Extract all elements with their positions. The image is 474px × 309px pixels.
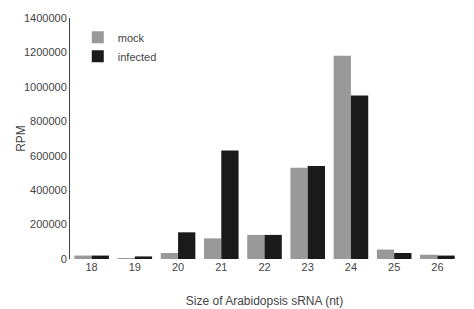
svg-text:1000000: 1000000 bbox=[24, 81, 67, 93]
svg-text:20: 20 bbox=[172, 261, 184, 273]
svg-text:18: 18 bbox=[85, 261, 97, 273]
svg-text:mock: mock bbox=[118, 32, 145, 44]
svg-text:23: 23 bbox=[302, 261, 314, 273]
svg-text:24: 24 bbox=[345, 261, 357, 273]
svg-text:infected: infected bbox=[118, 51, 157, 63]
svg-text:200000: 200000 bbox=[30, 218, 67, 230]
svg-text:RPM: RPM bbox=[14, 125, 28, 152]
svg-text:22: 22 bbox=[258, 261, 270, 273]
svg-text:800000: 800000 bbox=[30, 115, 67, 127]
svg-text:0: 0 bbox=[61, 253, 67, 265]
svg-text:25: 25 bbox=[388, 261, 400, 273]
svg-text:21: 21 bbox=[215, 261, 227, 273]
svg-text:26: 26 bbox=[431, 261, 443, 273]
svg-text:Size of Arabidopsis sRNA (nt): Size of Arabidopsis sRNA (nt) bbox=[186, 294, 343, 308]
svg-text:1200000: 1200000 bbox=[24, 46, 67, 58]
svg-text:600000: 600000 bbox=[30, 150, 67, 162]
svg-text:400000: 400000 bbox=[30, 184, 67, 196]
svg-text:1400000: 1400000 bbox=[24, 12, 67, 24]
svg-text:19: 19 bbox=[129, 261, 141, 273]
